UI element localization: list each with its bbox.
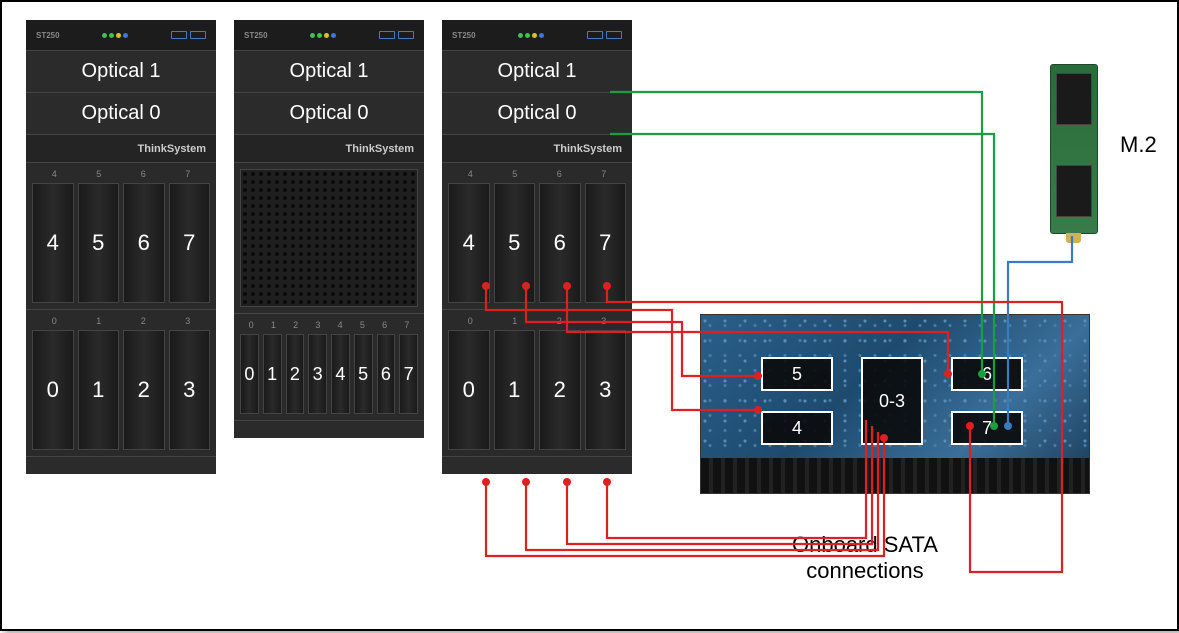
m2-module (1050, 64, 1098, 234)
brand-strip: ThinkSystem (234, 134, 424, 162)
model-label: ST250 (244, 31, 268, 40)
server-tower-3.5in: ST250 Optical 1 Optical 0 ThinkSystem 45… (26, 20, 216, 474)
caption-sata: Onboard SATA connections (792, 532, 938, 584)
tower-foot (442, 456, 632, 474)
drive-bay-6: 6 (377, 334, 396, 414)
drive-bay-2: 2 (539, 330, 581, 450)
tower-foot (234, 420, 424, 438)
usb-ports (379, 31, 414, 39)
drive-bay-2: 2 (286, 334, 305, 414)
id-led-icon (123, 33, 128, 38)
bay-index-row: 01234567 (240, 320, 418, 334)
tower-top-panel: ST250 (442, 20, 632, 50)
sata-port-4: 4 (761, 411, 833, 445)
status-led-icon (109, 33, 114, 38)
bay-index-row: 0123 (448, 316, 626, 330)
drive-bay-7: 7 (169, 183, 211, 303)
front-leds (310, 33, 336, 38)
warn-led-icon (116, 33, 121, 38)
optical-bay-0: Optical 0 (26, 92, 216, 134)
blank-cage-mesh (240, 169, 418, 307)
drive-bay-7: 7 (399, 334, 418, 414)
drive-bay-4: 4 (331, 334, 350, 414)
lower-drive-cage-8: 01234567 0 1 2 3 4 5 6 7 (234, 313, 424, 420)
usb-port-icon (606, 31, 622, 39)
caption-m2: M.2 (1120, 132, 1157, 158)
drive-bay-3: 3 (308, 334, 327, 414)
tower-top-panel: ST250 (234, 20, 424, 50)
drive-bay-1: 1 (263, 334, 282, 414)
optical-bay-0: Optical 0 (234, 92, 424, 134)
server-tower-2.5in: ST250 Optical 1 Optical 0 ThinkSystem 01… (234, 20, 424, 438)
usb-port-icon (190, 31, 206, 39)
power-led-icon (310, 33, 315, 38)
status-led-icon (317, 33, 322, 38)
drive-bay-5: 5 (494, 183, 536, 303)
drive-bay-0: 0 (448, 330, 490, 450)
status-led-icon (525, 33, 530, 38)
lower-drive-cage: 0123 0 1 2 3 (442, 309, 632, 456)
drive-bay-1: 1 (494, 330, 536, 450)
model-label: ST250 (452, 31, 476, 40)
sata-port-7: 7 (951, 411, 1023, 445)
power-led-icon (518, 33, 523, 38)
optical-bay-1: Optical 1 (26, 50, 216, 92)
upper-blank-cage (234, 162, 424, 313)
bay-index-row: 0123 (32, 316, 210, 330)
id-led-icon (331, 33, 336, 38)
drive-bay-5: 5 (78, 183, 120, 303)
front-leds (518, 33, 544, 38)
drive-bay-6: 6 (123, 183, 165, 303)
model-label: ST250 (36, 31, 60, 40)
drive-bay-0: 0 (32, 330, 74, 450)
upper-drive-cage: 4567 4 5 6 7 (442, 162, 632, 309)
drive-bay-3: 3 (585, 330, 627, 450)
motherboard-sata-region: 5 4 0-3 6 7 (700, 314, 1090, 494)
tower-top-panel: ST250 (26, 20, 216, 50)
usb-port-icon (171, 31, 187, 39)
usb-ports (171, 31, 206, 39)
power-led-icon (102, 33, 107, 38)
upper-drive-cage: 4567 4 5 6 7 (26, 162, 216, 309)
usb-port-icon (379, 31, 395, 39)
drive-bay-7: 7 (585, 183, 627, 303)
brand-strip: ThinkSystem (26, 134, 216, 162)
drive-bay-5: 5 (354, 334, 373, 414)
drive-bay-4: 4 (448, 183, 490, 303)
drive-bay-1: 1 (78, 330, 120, 450)
front-leds (102, 33, 128, 38)
warn-led-icon (532, 33, 537, 38)
m2-chip-icon (1056, 73, 1092, 125)
optical-bay-1: Optical 1 (442, 50, 632, 92)
tower-foot (26, 456, 216, 474)
m2-connector-icon (1066, 233, 1081, 243)
drive-bay-4: 4 (32, 183, 74, 303)
warn-led-icon (324, 33, 329, 38)
optical-bay-1: Optical 1 (234, 50, 424, 92)
server-tower-wired: ST250 Optical 1 Optical 0 ThinkSystem 45… (442, 20, 632, 474)
brand-strip: ThinkSystem (442, 134, 632, 162)
optical-bay-0: Optical 0 (442, 92, 632, 134)
usb-ports (587, 31, 622, 39)
sata-port-6: 6 (951, 357, 1023, 391)
sata-port-5: 5 (761, 357, 833, 391)
drive-bay-3: 3 (169, 330, 211, 450)
drive-bay-6: 6 (539, 183, 581, 303)
sata-port-0-3: 0-3 (861, 357, 923, 445)
m2-chip-icon (1056, 165, 1092, 217)
bay-index-row: 4567 (448, 169, 626, 183)
drive-bay-0: 0 (240, 334, 259, 414)
lower-drive-cage: 0123 0 1 2 3 (26, 309, 216, 456)
usb-port-icon (587, 31, 603, 39)
diagram-frame: ST250 Optical 1 Optical 0 ThinkSystem 45… (0, 0, 1179, 631)
drive-bay-2: 2 (123, 330, 165, 450)
bay-index-row: 4567 (32, 169, 210, 183)
usb-port-icon (398, 31, 414, 39)
id-led-icon (539, 33, 544, 38)
